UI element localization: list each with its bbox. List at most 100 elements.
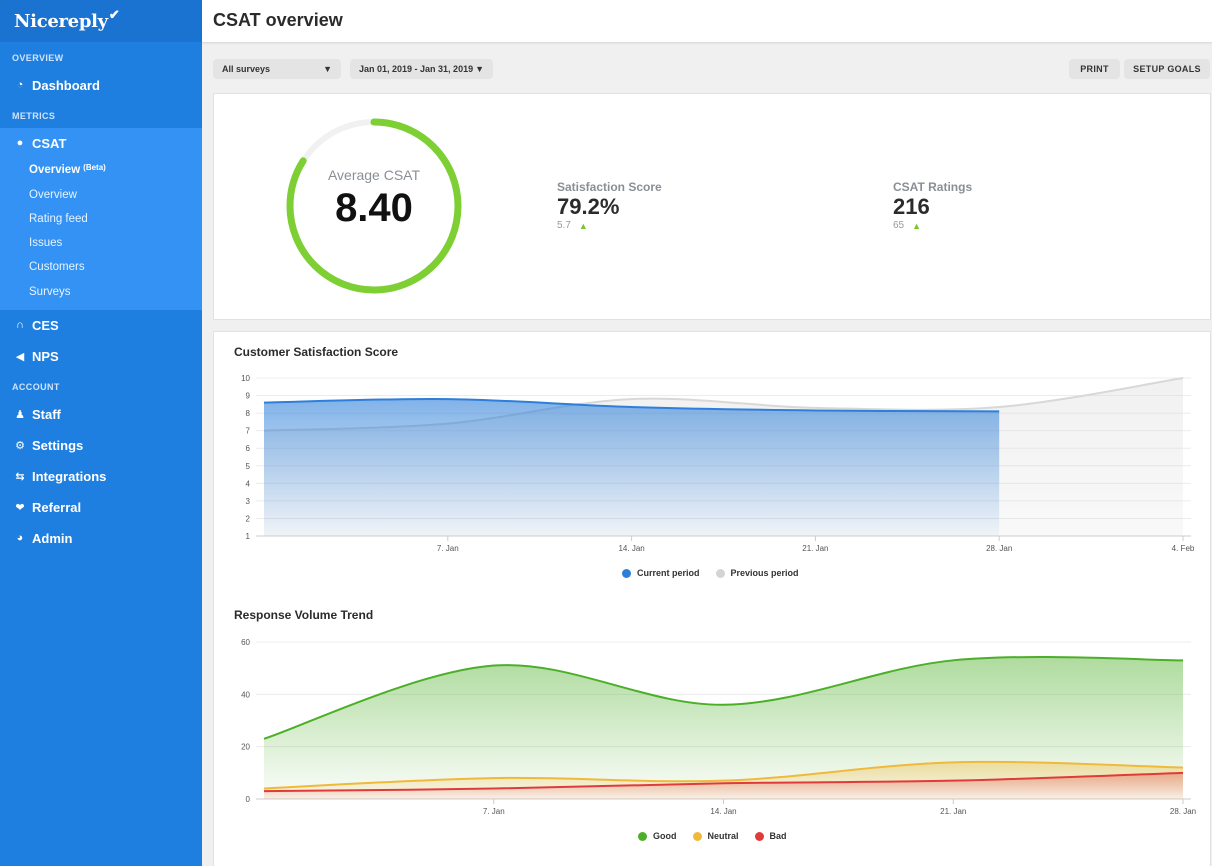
subnav-overview[interactable]: Overview [29,189,77,201]
average-csat-value: 8.40 [335,186,413,230]
nav-nps[interactable]: ◀ NPS [0,347,59,365]
csat-ratings-delta: 65 ▲ [893,220,921,231]
legend-current-label: Current period [637,568,700,578]
nav-referral-label: Referral [32,499,82,515]
page-title: CSAT overview [213,10,343,30]
nav-referral[interactable]: ❤ Referral [0,498,81,516]
dashboard-icon: ◔ [16,79,24,91]
x-tick-label: 7. Jan [437,544,459,553]
page-header: CSAT overview [202,0,1212,43]
legend-neutral[interactable]: Neutral [692,831,739,841]
section-account: ACCOUNT [12,382,60,392]
subnav-overview-beta[interactable]: Overview (Beta) [0,162,106,178]
average-csat-gauge [286,118,462,294]
csat-ratings-label: CSAT Ratings [893,180,973,194]
sidebar: Nicereply ✔ OVERVIEW ◔ Dashboard METRICS … [0,0,202,866]
setup-goals-button[interactable]: SETUP GOALS [1124,59,1210,79]
gear-icon: ⚙ [15,439,25,452]
nav-nps-label: NPS [32,348,59,364]
x-tick-label: 28. Jan [1170,807,1196,816]
y-tick-label: 10 [241,374,250,383]
x-tick-label: 4. Feb [1172,544,1195,553]
summary-card: Average CSAT 8.40 Satisfaction Score 79.… [213,93,1211,320]
subnav-surveys[interactable]: Surveys [29,286,71,298]
legend-previous-period[interactable]: Previous period [715,568,799,578]
legend-dot-neutral [692,831,702,841]
satisfaction-score-delta: 5.7 ▲ [557,220,588,231]
beta-badge: (Beta) [83,162,106,172]
legend-dot-current [622,568,631,578]
x-tick-label: 14. Jan [618,544,644,553]
legend-good[interactable]: Good [638,831,677,841]
y-tick-label: 6 [246,444,251,453]
section-overview: OVERVIEW [12,53,64,63]
survey-select-value: All surveys [222,64,271,74]
trend-up-icon: ▲ [912,220,922,231]
ratings-delta-value: 65 [893,220,905,231]
legend-bad-label: Bad [769,831,787,841]
nav-integrations[interactable]: ⇆ Integrations [0,467,106,485]
nav-dashboard[interactable]: ◔ Dashboard [0,76,100,94]
csat-ratings-value: 216 [893,194,930,219]
nav-ces[interactable]: ∩ CES [0,316,59,334]
charts-card: Customer Satisfaction Score 1 2 3 4 5 6 7 8 9 10 7… [213,331,1211,866]
nav-csat[interactable]: ● CSAT [0,134,67,152]
trend-up-icon: ▲ [578,220,588,231]
brand-name: Nicereply [14,10,108,32]
gauge-arc [286,118,462,294]
csat-score-chart: 1 2 3 4 5 6 7 8 9 10 7. Jan 14. Jan 21. Jan 28. Jan 4.… [241,374,1195,553]
pacman-icon: ◕ [16,532,24,544]
x-tick-label: 28. Jan [986,544,1012,553]
chat-bubble-icon: ● [16,137,24,149]
subnav-rating-feed[interactable]: Rating feed [29,213,88,225]
series-line-neutral[interactable] [263,760,1184,790]
print-button[interactable]: PRINT [1069,59,1120,79]
satisfaction-score-value: 79.2% [557,194,620,219]
y-tick-label: 7 [246,427,251,436]
date-range-value: Jan 01, 2019 - Jan 31, 2019 [359,64,474,74]
legend-dot-good [638,831,647,841]
legend-previous-label: Previous period [730,568,799,578]
series-area-current-period [264,398,1000,536]
y-tick-label: 5 [246,462,251,471]
legend-good-label: Good [653,831,677,841]
subnav-customers[interactable]: Customers [29,261,85,273]
csat-chart-title: Customer Satisfaction Score [234,345,399,359]
nav-admin-label: Admin [32,530,73,546]
series-line-good[interactable] [263,656,1184,740]
legend-bad[interactable]: Bad [754,831,787,841]
subnav-issues[interactable]: Issues [29,237,63,249]
survey-select[interactable]: All surveys ▼ [213,59,341,79]
x-tick-label: 14. Jan [710,807,736,816]
nav-staff[interactable]: ♟ Staff [0,405,61,423]
y-tick-label: 2 [246,514,251,523]
satisfaction-score-label: Satisfaction Score [557,180,662,194]
nav-ces-label: CES [32,317,59,333]
legend-current-period[interactable]: Current period [622,568,700,578]
x-tick-label: 21. Jan [802,544,828,553]
volume-chart-title: Response Volume Trend [234,608,374,622]
megaphone-icon: ◀ [15,350,25,363]
series-line-bad[interactable] [263,771,1184,793]
section-metrics: METRICS [12,111,56,121]
brand-logo[interactable]: Nicereply ✔ [0,0,202,42]
y-tick-label: 9 [246,392,251,401]
csat-chart-legend: Current period Previous period [622,568,815,578]
legend-dot-bad [754,831,764,841]
nav-csat-label: CSAT [32,135,67,151]
series-line-current-period[interactable] [263,397,1000,413]
subnav-overview-beta-label: Overview [29,164,81,176]
brand-tick-icon: ✔ [108,7,120,23]
y-tick-label: 8 [246,409,251,418]
nav-admin[interactable]: ◕ Admin [0,529,73,547]
response-volume-chart: 0 20 40 60 7. Jan 14. Jan 21. Jan 28. Jan [241,638,1196,816]
y-tick-label: 4 [246,479,251,488]
hand-heart-icon: ❤ [15,501,25,514]
date-range-select[interactable]: Jan 01, 2019 - Jan 31, 2019 ▼ [350,59,493,79]
nav-settings[interactable]: ⚙ Settings [0,436,83,454]
y-tick-label: 1 [246,532,251,541]
arrows-exchange-icon: ⇆ [15,470,25,483]
csat-group: ● CSAT Overview (Beta) Overview Rating fe… [0,128,202,310]
y-tick-label: 60 [241,638,250,647]
nav-staff-label: Staff [32,406,61,422]
